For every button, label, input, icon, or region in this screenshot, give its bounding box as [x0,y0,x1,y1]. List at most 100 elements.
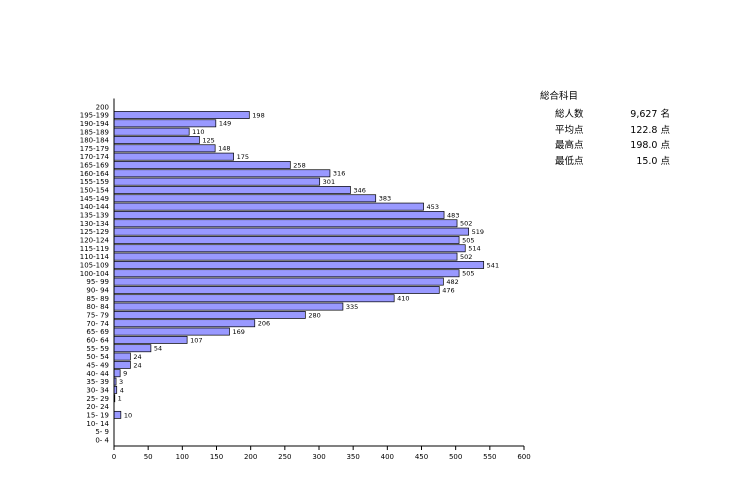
bar [113,327,230,336]
summary-row-average: 平均点 122.8 点 [540,122,670,138]
summary-value: 9,627 名 [630,109,670,120]
y-tick-label: 135-139 [80,212,109,220]
x-tick-label: 400 [381,453,394,461]
y-tick-label: 85- 89 [86,295,109,303]
y-tick-label: 125-129 [80,228,109,236]
x-tick-label: 0 [112,453,116,461]
y-tick-label: 160-164 [80,170,110,178]
data-label: 476 [442,286,454,294]
y-tick-label: 90- 94 [86,287,109,295]
summary-label: 総人数 [555,109,584,120]
x-tick-label: 100 [176,453,189,461]
y-tick-label: 100-104 [80,270,110,278]
data-label: 258 [293,161,305,169]
x-axis: 0 50 100 150 200 250 300 350 400 450 500 550 600 [112,445,531,461]
bar [113,269,460,278]
bar [113,360,131,369]
bar [113,136,200,144]
bar [113,169,331,178]
summary-value: 15.0 点 [636,155,670,167]
y-tick-label: 15- 19 [86,411,109,419]
y-tick-label: 80- 84 [86,303,109,311]
summary-label: 最低点 [555,155,584,167]
y-tick-label: 25- 29 [86,395,109,403]
y-tick-label: 115-119 [80,245,109,253]
summary-label: 平均点 [555,124,584,136]
y-tick-label: 105-109 [80,262,109,270]
summary-panel: 総合科目 総人数 9,627 名 平均点 122.8 点 最高点 198.0 点… [540,88,670,168]
y-tick-label: 50- 54 [86,353,109,361]
summary-value: 198.0 点 [630,140,670,151]
data-label: 514 [468,245,480,253]
data-label: 482 [446,278,458,286]
data-label: 519 [472,228,484,236]
summary-row-max: 最高点 198.0 点 [540,137,670,153]
bar [113,335,188,344]
data-label: 24 [133,353,141,361]
x-tick-label: 150 [210,453,223,461]
data-label: 198 [252,111,264,119]
y-tick-label: 185-189 [80,128,109,136]
data-label: 505 [462,270,474,278]
bars-group [113,111,485,419]
bar [113,202,424,211]
data-label: 149 [219,120,231,128]
data-label: 383 [379,195,391,203]
data-label: 505 [462,236,474,244]
data-label: 483 [447,211,459,219]
y-tick-label: 95- 99 [86,278,109,286]
y-tick-label: 30- 34 [86,386,109,394]
y-tick-label: 165-169 [80,162,109,170]
data-label: 410 [397,295,409,303]
summary-title: 総合科目 [540,91,579,102]
bar [113,352,131,361]
y-tick-label: 180-184 [80,137,110,145]
data-label: 110 [192,128,204,136]
y-tick-label: 75- 79 [86,312,109,320]
y-tick-label: 140-144 [80,203,110,211]
y-tick-label: 150-154 [80,187,110,195]
bar [113,294,395,303]
data-label: 206 [258,320,270,328]
bar [113,219,458,228]
y-tick-label: 70- 74 [86,320,109,328]
y-tick-label: 130-134 [80,220,110,228]
data-label: 502 [460,253,472,261]
bar [113,410,122,419]
y-tick-label: 35- 39 [86,378,109,386]
bar [113,244,466,253]
bar [113,227,469,236]
bar [113,311,306,319]
y-tick-label: 170-174 [80,153,110,161]
y-tick-label: 200 [96,103,109,111]
y-tick-label: 0- 4 [95,436,109,444]
bar [113,252,458,261]
y-tick-label: 145-149 [80,195,109,203]
data-label: 107 [190,336,202,344]
bar [113,119,217,128]
data-label: 148 [218,145,230,153]
y-tick-label: 110-114 [80,253,110,261]
data-label: 346 [353,186,365,194]
data-label: 541 [487,261,499,269]
bar [113,344,152,353]
summary-row-total: 総人数 9,627 名 [540,106,670,122]
data-label: 3 [119,378,123,386]
data-label: 4 [120,386,124,394]
data-label: 54 [154,345,162,353]
x-tick-label: 550 [483,453,496,461]
y-tick-label: 40- 44 [86,370,109,378]
x-tick-label: 450 [415,453,428,461]
y-tick-label: 5- 9 [95,428,109,436]
bar [113,177,321,186]
y-tick-label: 20- 24 [86,403,109,411]
data-label: 301 [323,178,335,186]
data-label: 9 [123,370,127,378]
summary-value: 122.8 点 [630,124,670,136]
data-label: 1 [118,395,122,403]
data-label: 316 [333,170,345,178]
data-label: 24 [133,361,141,369]
bar [113,161,291,169]
bar [113,369,121,378]
y-tick-label: 190-194 [80,120,110,128]
